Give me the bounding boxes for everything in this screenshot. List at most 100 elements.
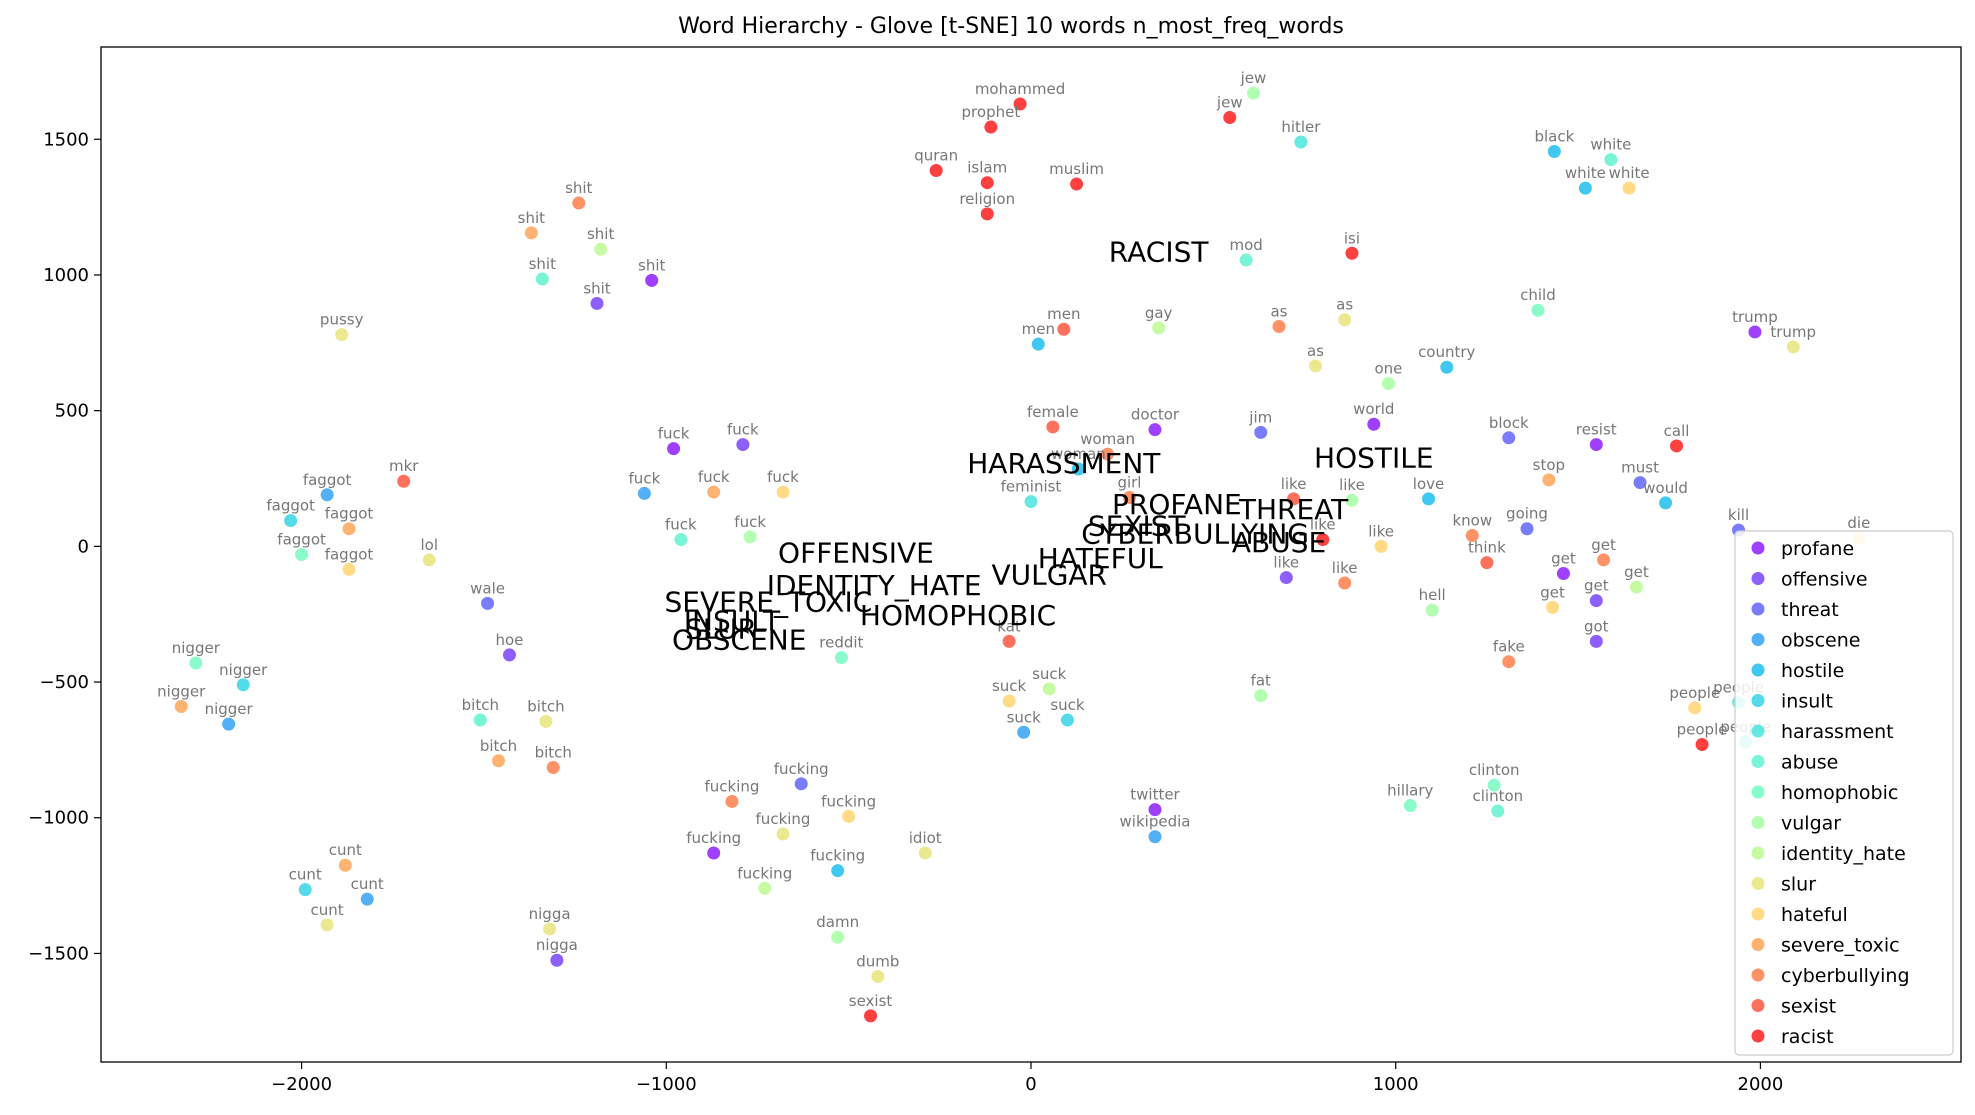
point-slur [1308, 359, 1322, 373]
point-word-label: prophet [962, 103, 1021, 121]
point-hostile [1071, 462, 1085, 476]
point-cyberbullying [1122, 491, 1136, 505]
point-obscene [222, 717, 236, 731]
point-word-label: woman [1080, 430, 1135, 448]
legend-entry-label: profane [1781, 538, 1854, 560]
point-word-label: hell [1419, 586, 1446, 604]
point-word-label: mohammed [975, 80, 1065, 98]
point-homophobic [1531, 303, 1545, 317]
point-word-label: as [1336, 296, 1353, 314]
point-abuse [535, 272, 549, 286]
point-slur [871, 970, 885, 984]
point-word-label: as [1307, 342, 1324, 360]
point-word-label: fuck [698, 468, 730, 486]
point-word-label: clinton [1472, 787, 1523, 805]
point-harassment [1294, 135, 1308, 149]
point-profane [1367, 417, 1381, 431]
point-obscene [1017, 725, 1031, 739]
category-label: IDENTITY_HATE [767, 569, 982, 602]
point-word-label: like [1281, 475, 1307, 493]
point-homophobic [1487, 778, 1501, 792]
category-label: VULGAR [991, 558, 1107, 591]
legend-marker [1751, 816, 1765, 829]
point-word-label: hillary [1387, 782, 1433, 800]
point-word-label: shit [529, 255, 556, 273]
point-cyberbullying [1502, 655, 1516, 669]
point-homophobic [295, 548, 309, 561]
point-hostile [1440, 360, 1454, 374]
point-hostile [1031, 337, 1045, 351]
point-word-label: fake [1493, 638, 1525, 656]
point-racist [984, 120, 998, 134]
legend-marker [1751, 785, 1765, 799]
point-word-label: call [1664, 422, 1690, 440]
point-cyberbullying [1597, 553, 1611, 567]
point-word-label: country [1418, 343, 1475, 361]
point-word-label: cunt [311, 901, 344, 919]
point-profane [667, 442, 681, 456]
legend-marker [1751, 663, 1765, 677]
point-profane [1748, 325, 1762, 339]
point-hostile [1578, 181, 1592, 195]
axis-ticks: −2000 −1000 0 1000 2000 −1500 −1000 −500 0 500 100… [28, 129, 1783, 1095]
category-label: SEVERE_TOXIC [665, 585, 873, 618]
point-word-label: get [1624, 563, 1649, 581]
category-label: CYBERBULLYING [1081, 518, 1309, 551]
point-word-label: fucking [704, 777, 759, 795]
point-word-label: dumb [856, 953, 899, 971]
category-label: SEXIST [1088, 510, 1187, 543]
point-word-label: love [1413, 475, 1444, 493]
point-word-label: doctor [1131, 406, 1180, 424]
point-word-label: nigger [219, 661, 268, 679]
point-word-label: girl [1117, 474, 1141, 492]
point-word-label: child [1520, 286, 1556, 304]
point-word-label: white [1565, 164, 1606, 182]
point-word-label: hitler [1281, 118, 1321, 136]
point-word-label: shit [518, 209, 545, 227]
point-racist [1670, 439, 1684, 453]
point-word-label: cunt [351, 875, 384, 893]
point-abuse [473, 713, 487, 727]
category-label: INSULT [684, 604, 781, 637]
legend-box [1734, 530, 1954, 1056]
point-word-label: shit [583, 279, 610, 297]
point-word-label: nigger [205, 700, 254, 718]
legend-marker [1751, 572, 1765, 585]
point-word-label: gay [1145, 304, 1173, 322]
point-racist [1316, 533, 1330, 547]
point-word-label: sexist [849, 992, 893, 1010]
legend-entry-label: obscene [1781, 630, 1860, 652]
category-label: ABUSE [1232, 526, 1326, 559]
point-word-label: shit [638, 256, 665, 274]
point-word-label: idiot [909, 829, 942, 847]
point-abuse [1491, 804, 1505, 818]
point-abuse [674, 533, 688, 547]
point-hostile [1422, 492, 1436, 506]
legend-marker [1751, 877, 1765, 890]
point-word-label: fucking [774, 760, 829, 778]
point-word-label: fuck [727, 421, 759, 439]
point-word-label: kill [1728, 506, 1749, 524]
point-cyberbullying [572, 196, 586, 210]
point-word-label: lol [420, 536, 438, 554]
point-profane [1556, 566, 1570, 580]
x-tick-label: −2000 [271, 1074, 332, 1095]
point-word-label: jim [1248, 408, 1272, 426]
point-word-label: trump [1770, 323, 1816, 341]
point-profane [1148, 803, 1162, 817]
point-offensive [736, 438, 750, 452]
point-offensive [590, 296, 604, 310]
point-word-label: die [1847, 514, 1870, 532]
plot-area-frame [100, 46, 1962, 1063]
chart-title: Word Hierarchy - Glove [t-SNE] 10 words … [678, 14, 1344, 39]
point-word-label: get [1591, 536, 1616, 554]
point-racist [1013, 97, 1027, 111]
category-label: OBSCENE [672, 623, 806, 656]
point-offensive [502, 648, 516, 662]
point-word-label: like [1368, 522, 1394, 540]
point-word-label: world [1353, 400, 1394, 418]
y-tick-label: 1500 [43, 129, 89, 150]
point-word-label: reddit [819, 634, 863, 652]
point-slur [539, 714, 553, 728]
data-points: mohammed prophet quran islam muslim religion j… [157, 69, 1870, 1023]
